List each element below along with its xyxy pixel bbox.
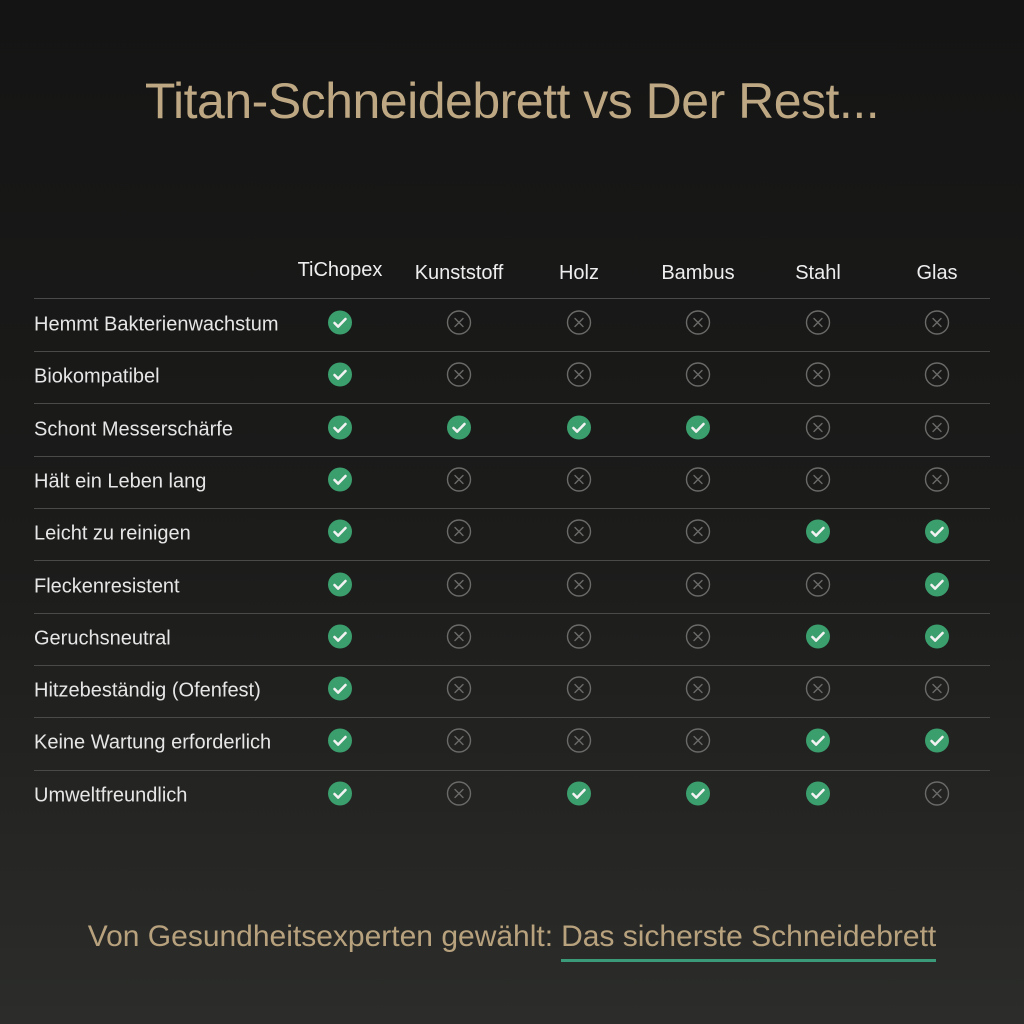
row-label: Hemmt Bakterienwachstum bbox=[34, 313, 279, 336]
cross-icon bbox=[446, 571, 472, 602]
check-icon bbox=[685, 780, 711, 811]
check-icon bbox=[327, 414, 353, 445]
row-label: Umweltfreundlich bbox=[34, 784, 188, 807]
row-divider bbox=[34, 298, 990, 299]
column-header: TiChopex bbox=[297, 259, 383, 281]
row-divider bbox=[34, 403, 990, 405]
cross-icon bbox=[924, 676, 950, 707]
check-icon bbox=[805, 728, 831, 759]
cross-icon bbox=[685, 519, 711, 550]
row-divider bbox=[34, 769, 990, 771]
cross-icon bbox=[685, 676, 711, 707]
cross-icon bbox=[924, 466, 950, 497]
cross-icon bbox=[446, 519, 472, 550]
row-label: Hält ein Leben lang bbox=[34, 470, 207, 493]
cross-icon bbox=[446, 780, 472, 811]
row-divider bbox=[34, 455, 990, 457]
title: Titan-Schneidebrett vs Der Rest... bbox=[144, 73, 880, 129]
cross-icon bbox=[924, 780, 950, 811]
cross-icon bbox=[566, 623, 592, 654]
cross-icon bbox=[805, 310, 831, 341]
cross-icon bbox=[805, 466, 831, 497]
check-icon bbox=[446, 414, 472, 445]
check-icon bbox=[327, 623, 353, 654]
check-icon bbox=[327, 362, 353, 393]
row-divider bbox=[34, 664, 990, 666]
row-divider bbox=[34, 508, 990, 510]
cross-icon bbox=[924, 362, 950, 393]
footer: Von Gesundheitsexperten gewählt: Das sich… bbox=[0, 920, 1024, 962]
column-header: Glas bbox=[916, 262, 958, 284]
cross-icon bbox=[566, 310, 592, 341]
check-icon bbox=[327, 519, 353, 550]
cross-icon bbox=[566, 728, 592, 759]
cross-icon bbox=[566, 519, 592, 550]
row-label: Leicht zu reinigen bbox=[34, 522, 191, 545]
cross-icon bbox=[685, 728, 711, 759]
check-icon bbox=[685, 414, 711, 445]
cross-icon bbox=[685, 310, 711, 341]
check-icon bbox=[924, 519, 950, 550]
check-icon bbox=[924, 623, 950, 654]
cross-icon bbox=[566, 466, 592, 497]
check-icon bbox=[327, 310, 353, 341]
column-header: Kunststoff bbox=[414, 262, 504, 284]
row-divider bbox=[34, 612, 990, 614]
row-label: Fleckenresistent bbox=[34, 575, 180, 597]
column-header: Holz bbox=[558, 262, 600, 284]
cross-icon bbox=[446, 310, 472, 341]
column-header: Stahl bbox=[795, 262, 841, 284]
row-divider bbox=[34, 717, 990, 719]
cross-icon bbox=[805, 362, 831, 393]
check-icon bbox=[566, 780, 592, 811]
check-icon bbox=[924, 728, 950, 759]
cross-icon bbox=[685, 571, 711, 602]
check-icon bbox=[805, 519, 831, 550]
row-divider bbox=[34, 560, 990, 562]
cross-icon bbox=[805, 676, 831, 707]
row-label: Biokompatibel bbox=[34, 365, 160, 388]
cross-icon bbox=[446, 676, 472, 707]
row-label: Keine Wartung erforderlich bbox=[34, 731, 272, 754]
column-header: Bambus bbox=[661, 262, 735, 284]
footer-lead: Von Gesundheitsexperten gewählt: bbox=[87, 920, 554, 953]
cross-icon bbox=[446, 466, 472, 497]
cross-icon bbox=[924, 414, 950, 445]
footer-highlight: Das sicherste Schneidebrett bbox=[561, 920, 937, 962]
check-icon bbox=[327, 571, 353, 602]
cross-icon bbox=[446, 728, 472, 759]
row-label: Schont Messerschärfe bbox=[34, 418, 233, 441]
check-icon bbox=[805, 623, 831, 654]
cross-icon bbox=[685, 623, 711, 654]
cross-icon bbox=[685, 466, 711, 497]
cross-icon bbox=[446, 362, 472, 393]
row-label: Geruchsneutral bbox=[34, 627, 171, 650]
check-icon bbox=[327, 780, 353, 811]
cross-icon bbox=[566, 676, 592, 707]
cross-icon bbox=[924, 310, 950, 341]
row-label: Hitzebeständig (Ofenfest) bbox=[34, 679, 261, 702]
cross-icon bbox=[805, 414, 831, 445]
check-icon bbox=[924, 571, 950, 602]
check-icon bbox=[327, 466, 353, 497]
check-icon bbox=[327, 676, 353, 707]
cross-icon bbox=[685, 362, 711, 393]
check-icon bbox=[566, 414, 592, 445]
cross-icon bbox=[566, 362, 592, 393]
cross-icon bbox=[566, 571, 592, 602]
cross-icon bbox=[446, 623, 472, 654]
check-icon bbox=[327, 728, 353, 759]
check-icon bbox=[805, 780, 831, 811]
cross-icon bbox=[805, 571, 831, 602]
row-divider bbox=[34, 351, 990, 353]
